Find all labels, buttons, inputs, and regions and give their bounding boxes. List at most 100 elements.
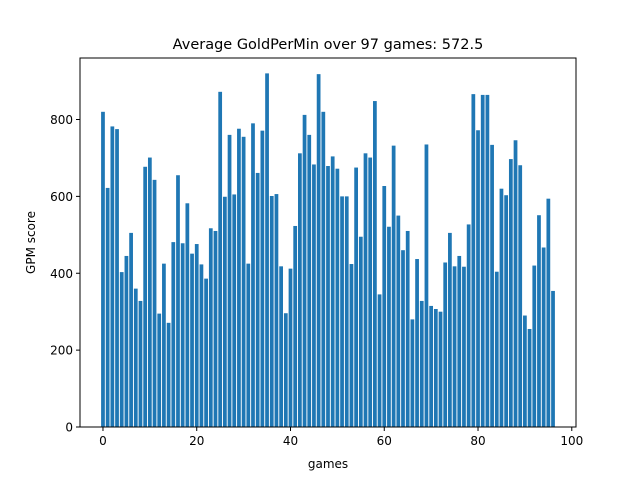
- bar-game-73: [443, 262, 448, 427]
- bar-game-18: [185, 203, 190, 427]
- axes-frame: [79, 57, 577, 428]
- bar-game-25: [218, 91, 223, 427]
- bar-game-7: [133, 288, 138, 428]
- bar-game-23: [208, 228, 213, 427]
- bar-game-56: [363, 153, 368, 427]
- bar-game-36: [269, 195, 274, 427]
- bar-game-21: [199, 264, 204, 427]
- bar-game-30: [241, 136, 246, 428]
- bar-game-74: [448, 232, 452, 427]
- bar-game-53: [349, 264, 354, 427]
- bar-game-69: [424, 144, 429, 428]
- bar-game-13: [162, 263, 166, 427]
- bar-game-91: [527, 328, 532, 427]
- bar-game-48: [326, 166, 330, 427]
- bar-game-96: [551, 290, 555, 427]
- bar-game-78: [466, 224, 471, 427]
- bar-game-6: [129, 232, 133, 427]
- bars-group: [101, 73, 555, 428]
- bar-game-66: [410, 319, 415, 428]
- bar-game-81: [480, 94, 485, 428]
- bar-game-8: [138, 300, 143, 427]
- x-tick-label: 100: [560, 434, 583, 448]
- bar-game-27: [227, 134, 232, 428]
- y-tick-label: 0: [65, 421, 73, 435]
- bar-game-58: [373, 101, 377, 428]
- bar-game-61: [387, 226, 391, 427]
- bar-game-28: [232, 194, 237, 427]
- bar-game-20: [194, 244, 199, 427]
- x-tick-label: 60: [377, 434, 392, 448]
- bar-game-3: [115, 129, 119, 428]
- bar-game-59: [377, 294, 382, 427]
- bar-game-40: [288, 268, 293, 427]
- bar-game-2: [110, 126, 115, 428]
- bar-game-77: [462, 266, 466, 427]
- bar-game-14: [166, 322, 171, 427]
- bar-game-11: [152, 179, 157, 427]
- bar-game-5: [124, 255, 129, 427]
- bar-game-72: [438, 311, 443, 427]
- bar-game-80: [476, 130, 480, 427]
- bar-game-62: [391, 145, 396, 427]
- bar-game-88: [513, 140, 518, 427]
- bar-game-43: [302, 114, 307, 427]
- bar-game-75: [452, 266, 457, 427]
- bar-game-29: [237, 128, 241, 428]
- bar-game-54: [354, 167, 358, 428]
- bar-game-33: [255, 172, 260, 427]
- bar-game-85: [499, 188, 504, 427]
- bar-game-50: [335, 168, 340, 427]
- bar-game-55: [358, 236, 363, 427]
- bar-game-93: [537, 215, 541, 427]
- bar-game-38: [279, 266, 283, 427]
- bar-game-65: [405, 230, 410, 427]
- bar-game-12: [157, 313, 162, 427]
- bar-game-34: [260, 130, 265, 427]
- bar-game-19: [190, 253, 194, 427]
- bar-game-49: [330, 156, 335, 427]
- x-tick-label: 80: [470, 434, 485, 448]
- bar-game-41: [293, 225, 298, 427]
- x-axis-ticks: 0 20 40 60 80 100: [99, 427, 583, 448]
- bar-game-52: [344, 196, 349, 428]
- bar-game-26: [222, 196, 227, 427]
- bar-game-46: [316, 74, 321, 427]
- bar-game-67: [415, 259, 419, 427]
- x-axis-label: games: [308, 457, 348, 471]
- bar-game-68: [419, 300, 424, 427]
- y-tick-label: 800: [50, 113, 73, 127]
- bar-game-89: [518, 165, 523, 428]
- bar-game-32: [251, 123, 255, 427]
- bar-game-37: [274, 194, 279, 427]
- bar-game-15: [171, 242, 176, 427]
- bar-game-63: [396, 215, 401, 427]
- bar-game-45: [312, 164, 316, 427]
- bar-game-71: [433, 309, 438, 427]
- bar-game-16: [176, 175, 180, 427]
- chart-title: Average GoldPerMin over 97 games: 572.5: [173, 37, 484, 53]
- bar-game-94: [541, 247, 546, 427]
- bar-game-70: [429, 305, 434, 427]
- bar-game-42: [298, 153, 302, 427]
- bar-game-4: [119, 272, 124, 427]
- y-axis-label: GPM score: [24, 211, 38, 274]
- bar-game-17: [180, 243, 185, 427]
- x-tick-label: 0: [99, 434, 107, 448]
- bar-game-90: [523, 315, 527, 427]
- bar-game-95: [546, 198, 551, 427]
- bar-game-22: [204, 278, 208, 427]
- bar-game-57: [368, 157, 373, 428]
- bar-game-76: [457, 255, 462, 427]
- bar-game-64: [401, 250, 405, 427]
- bar-game-24: [213, 230, 218, 427]
- y-axis-ticks: 0 200 400 600 800: [50, 113, 80, 435]
- y-tick-label: 400: [50, 267, 73, 281]
- bar-game-35: [265, 73, 269, 428]
- bar-game-87: [508, 159, 513, 427]
- bar-game-60: [382, 186, 387, 427]
- bar-game-9: [143, 166, 148, 427]
- bar-game-84: [494, 271, 499, 427]
